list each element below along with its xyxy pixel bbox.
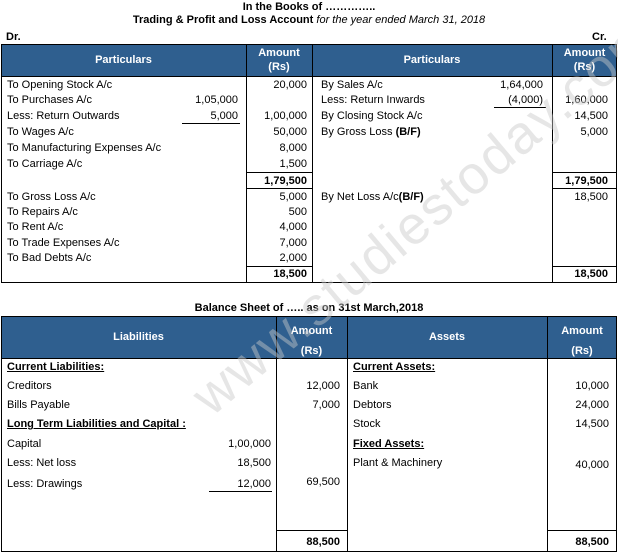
current-assets-heading: Current Assets:	[353, 361, 436, 373]
amount-left-line2: (Rs)	[268, 61, 290, 73]
debit-row-6-amount: 1,500	[279, 158, 307, 170]
pl-debit-row-5-label: To Bad Debts A/c	[7, 252, 92, 264]
debit-row-2-label: To Purchases A/c	[7, 94, 92, 106]
fixed-assets-heading: Fixed Assets:	[353, 438, 425, 450]
amount-left-line1: Amount	[258, 47, 300, 59]
liability-net-loss: Less: Net loss	[7, 457, 77, 469]
liability-bills-payable-amount: 7,000	[312, 399, 340, 411]
trading-particulars-right-header: Particulars	[403, 54, 461, 66]
total-left: 18,500	[273, 268, 307, 280]
pl-debit-row-1-amount: 5,000	[279, 191, 307, 203]
debit-row-6-label: To Carriage A/c	[7, 158, 83, 170]
liability-drawings-sub: 12,000	[237, 478, 271, 490]
balance-header-bar	[1, 316, 617, 358]
bal-amount-right-line2: (Rs)	[571, 345, 593, 357]
liability-capital-net-amount: 69,500	[306, 476, 340, 488]
debit-row-3-amount: 1,00,000	[264, 110, 307, 122]
debit-row-5-label: To Manufacturing Expenses A/c	[7, 142, 162, 154]
bal-amount-right-line1: Amount	[561, 325, 603, 337]
balance-amount-right-header: Amount (Rs)	[547, 321, 617, 361]
dr-label: Dr.	[6, 31, 21, 43]
pl-debit-row-4-label: To Trade Expenses A/c	[7, 237, 120, 249]
pl-debit-row-1-label: To Gross Loss A/c	[7, 191, 96, 203]
debit-row-2-sub: 1,05,000	[195, 94, 238, 106]
debit-row-4-amount: 50,000	[273, 126, 307, 138]
credit-row-1-label: By Sales A/c	[321, 79, 383, 91]
bal-amount-left-line1: Amount	[290, 325, 333, 337]
debit-row-1-amount: 20,000	[273, 79, 307, 91]
debit-row-4-label: To Wages A/c	[7, 126, 74, 138]
trading-particulars-left-header: Particulars	[95, 54, 152, 66]
liability-net-loss-sub: 18,500	[237, 457, 271, 469]
liability-capital-sub: 1,00,000	[228, 438, 271, 450]
debit-row-1-label: To Opening Stock A/c	[7, 79, 113, 91]
pl-credit-row-1-bf: (B/F)	[398, 191, 424, 203]
balance-amount-left-header: Amount (Rs)	[276, 321, 347, 361]
credit-row-1-sub: 1,64,000	[500, 79, 543, 91]
account-title-main: Trading & Profit and Loss Account	[132, 14, 314, 26]
trading-header-bar	[1, 44, 617, 76]
pl-debit-row-2-amount: 500	[288, 206, 307, 218]
balance-sheet-title: Balance Sheet of ….. as on 31st March,20…	[194, 302, 424, 314]
credit-row-3-label: By Closing Stock A/c	[321, 110, 423, 122]
asset-debtors: Debtors	[353, 399, 392, 411]
asset-debtors-amount: 24,000	[575, 399, 609, 411]
asset-bank-amount: 10,000	[575, 380, 609, 392]
liabilities-header: Liabilities	[113, 331, 164, 343]
credit-row-2-sub: (4,000)	[508, 94, 543, 106]
liability-drawings: Less: Drawings	[7, 478, 83, 490]
debit-row-3-label: Less: Return Outwards	[7, 110, 120, 122]
asset-stock-amount: 14,500	[575, 418, 609, 430]
credit-row-2-label: Less: Return Inwards	[321, 94, 425, 106]
credit-row-4-bf: (B/F)	[395, 126, 421, 138]
balance-total-right: 88,500	[575, 536, 609, 548]
credit-row-3-amount: 14,500	[574, 110, 608, 122]
books-title: In the Books of …………..	[242, 1, 376, 13]
liability-capital: Capital	[7, 438, 42, 450]
subtotal-left: 1,79,500	[264, 175, 307, 187]
liability-creditors-amount: 12,000	[306, 380, 340, 392]
pl-credit-row-1-text: By Net Loss A/c	[321, 191, 399, 203]
debit-row-3-sub: 5,000	[210, 110, 238, 122]
cr-label: Cr.	[592, 31, 607, 43]
account-title: Trading & Profit and Loss Account for th…	[0, 14, 618, 26]
pl-debit-row-5-amount: 2,000	[279, 252, 307, 264]
credit-row-4-text: By Gross Loss	[321, 126, 396, 138]
credit-row-4-amount: 5,000	[580, 126, 608, 138]
balance-total-left: 88,500	[306, 536, 340, 548]
asset-stock: Stock	[353, 418, 381, 430]
account-title-period: for the year ended March 31, 2018	[316, 14, 486, 26]
debit-row-5-amount: 8,000	[279, 142, 307, 154]
trading-amount-left-header: Amount (Rs)	[246, 46, 312, 74]
amount-right-line1: Amount	[563, 47, 606, 59]
long-term-liabilities-heading: Long Term Liabilities and Capital :	[7, 418, 186, 430]
liability-creditors: Creditors	[7, 380, 52, 392]
pl-debit-row-2-label: To Repairs A/c	[7, 206, 78, 218]
assets-header: Assets	[428, 331, 466, 343]
pl-credit-row-1-amount: 18,500	[574, 191, 608, 203]
bal-amount-left-line2: (Rs)	[300, 345, 323, 357]
credit-row-2-amount: 1,60,000	[565, 94, 608, 106]
asset-bank: Bank	[353, 380, 379, 392]
current-liabilities-heading: Current Liabilities:	[7, 361, 105, 373]
liability-bills-payable: Bills Payable	[7, 399, 70, 411]
pl-debit-row-3-label: To Rent A/c	[7, 221, 64, 233]
pl-debit-row-3-amount: 4,000	[279, 221, 307, 233]
pl-credit-row-1-label: By Net Loss A/c(B/F)	[321, 191, 424, 203]
trading-amount-right-header: Amount (Rs)	[552, 46, 617, 74]
total-right: 18,500	[574, 268, 608, 280]
pl-debit-row-4-amount: 7,000	[279, 237, 307, 249]
subtotal-right: 1,79,500	[565, 175, 608, 187]
amount-right-line2: (Rs)	[573, 61, 596, 73]
asset-plant-machinery-amount: 40,000	[575, 459, 609, 471]
asset-plant-machinery: Plant & Machinery	[353, 457, 443, 469]
credit-row-4-label: By Gross Loss (B/F)	[321, 126, 421, 138]
